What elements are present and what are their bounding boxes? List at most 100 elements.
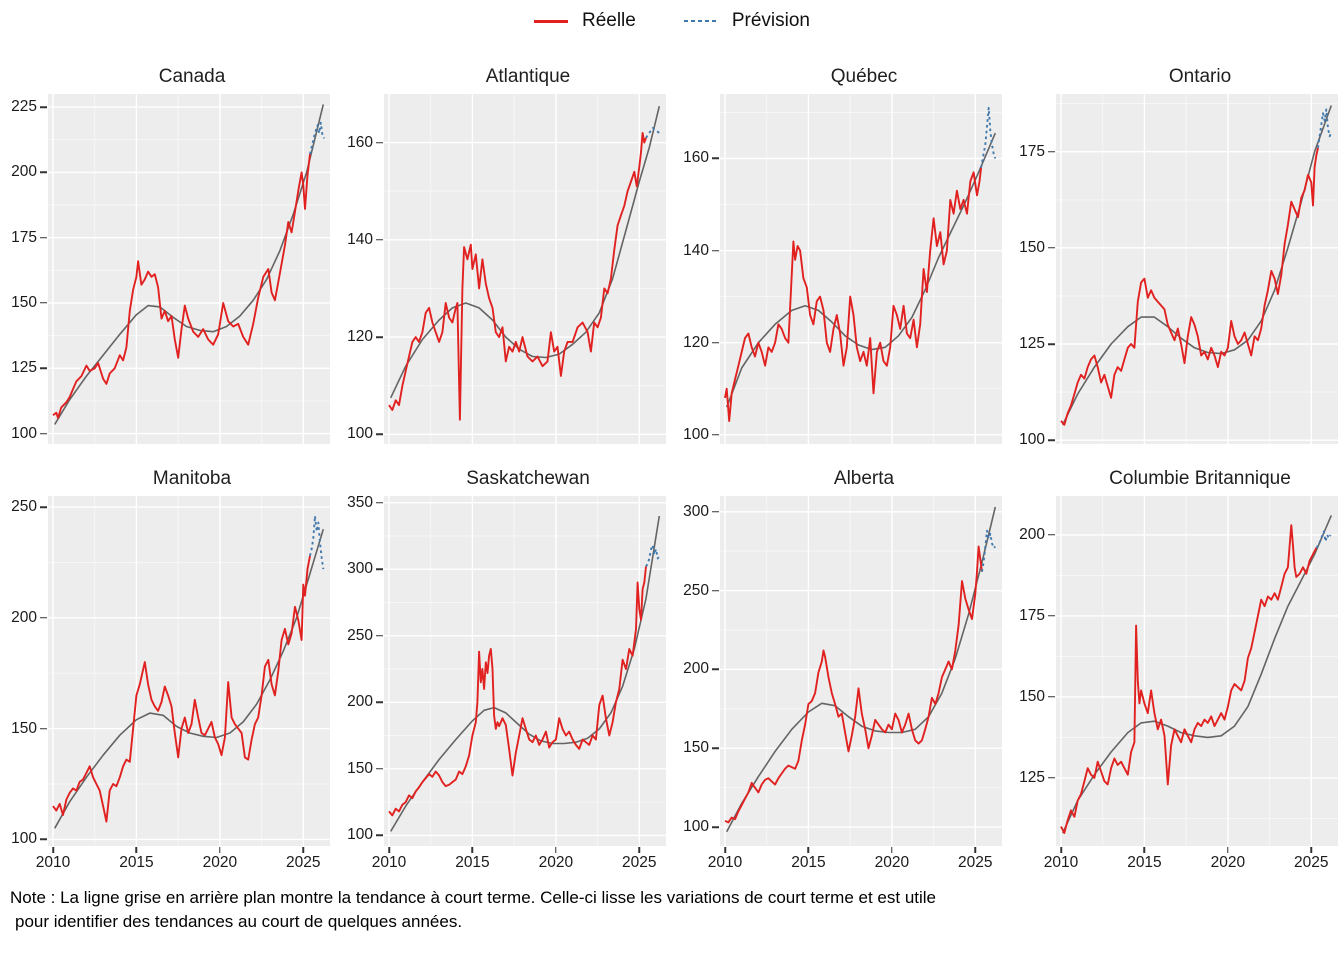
y-tick-label: 150 <box>11 719 37 737</box>
x-tick-label: 2010 <box>35 854 71 871</box>
y-tick-label: 100 <box>683 818 709 836</box>
panel-saskatchewan: Saskatchewan 100 150 200 250 300 350 2010 2015… <box>336 464 672 872</box>
panel-alberta: Alberta 100 150 200 250 300 2010 2015 2020 2025 <box>672 464 1008 872</box>
x-tick-mark <box>891 847 893 853</box>
y-tick-label: 250 <box>11 498 37 516</box>
x-tick-label: 2010 <box>1043 854 1079 871</box>
y-tick-mark <box>1048 247 1055 249</box>
plot-area <box>384 496 666 846</box>
y-tick-label: 100 <box>1019 431 1045 449</box>
x-tick-label: 2025 <box>622 854 657 871</box>
y-tick-mark <box>40 236 47 239</box>
y-tick-mark <box>376 701 383 704</box>
footnote: Note : La ligne grise en arrière plan mo… <box>10 886 1344 934</box>
chart-svg <box>720 496 1002 846</box>
y-tick-mark <box>712 589 719 592</box>
y-tick-mark <box>376 501 383 504</box>
panel-title: Saskatchewan <box>466 468 590 489</box>
facet-grid: Canada 100 125 150 175 200 225 Atlantique 100… <box>0 62 1344 872</box>
x-tick-mark <box>807 847 810 853</box>
x-tick-label: 2015 <box>1127 854 1162 871</box>
panel-title: Ontario <box>1168 66 1232 87</box>
y-tick-mark <box>40 106 47 108</box>
x-tick-mark <box>974 847 977 853</box>
y-tick-mark <box>1048 343 1055 345</box>
panel-atlantique: Atlantique 100 120 140 160 <box>336 62 672 444</box>
x-axis: 2010 2015 2020 2025 <box>36 846 330 872</box>
x-axis: 2010 2015 2020 2025 <box>1044 846 1338 872</box>
chart-svg <box>384 94 666 444</box>
panel-body: 100 150 200 250 <box>0 496 336 847</box>
x-tick-label: 2025 <box>286 854 321 871</box>
panel-title: Atlantique <box>485 66 571 87</box>
x-tick-label: 2010 <box>707 854 743 871</box>
y-tick-label: 100 <box>11 424 37 442</box>
y-tick-mark <box>40 506 47 508</box>
x-tick-mark <box>555 847 557 853</box>
panel-canada: Canada 100 125 150 175 200 225 <box>0 62 336 444</box>
y-tick-mark <box>40 367 47 369</box>
y-tick-mark <box>40 171 47 174</box>
y-tick-label: 120 <box>683 333 709 351</box>
y-tick-mark <box>40 617 47 619</box>
panel-body: 100 125 150 175 200 225 <box>0 94 336 444</box>
y-tick-label: 125 <box>1019 335 1045 352</box>
chart-svg <box>384 496 666 846</box>
x-tick-label: 2020 <box>874 854 910 871</box>
x-tick-mark <box>388 847 390 853</box>
y-tick-label: 140 <box>683 241 709 259</box>
y-tick-label: 125 <box>1019 768 1045 786</box>
y-axis: 100 150 200 250 <box>0 496 48 847</box>
plot-area <box>1056 94 1338 444</box>
x-tick-mark <box>135 847 138 853</box>
y-tick-label: 250 <box>683 581 709 599</box>
x-tick-label: 2020 <box>1210 854 1246 871</box>
x-tick-mark <box>1310 847 1313 853</box>
x-axis: 2010 2015 2020 2025 <box>708 846 1002 872</box>
y-tick-label: 200 <box>1019 525 1045 543</box>
y-tick-label: 175 <box>1019 142 1045 160</box>
y-tick-mark <box>40 838 47 841</box>
y-tick-label: 150 <box>347 759 373 777</box>
y-tick-label: 200 <box>11 163 37 181</box>
y-tick-mark <box>1048 534 1055 536</box>
y-tick-mark <box>376 634 383 637</box>
y-tick-mark <box>712 434 719 436</box>
y-axis: 100 120 140 160 <box>336 94 384 444</box>
x-tick-label: 2025 <box>1294 854 1329 871</box>
x-tick-label: 2020 <box>538 854 574 871</box>
y-tick-mark <box>712 157 719 160</box>
y-tick-mark <box>40 727 47 730</box>
panel-title: Alberta <box>833 468 895 489</box>
chart-svg <box>48 94 330 444</box>
plot-area <box>384 94 666 444</box>
x-tick-mark <box>724 847 726 853</box>
y-tick-mark <box>376 568 383 570</box>
legend-label-prevision: Prévision <box>731 10 811 31</box>
reelle-line-swatch <box>533 19 568 23</box>
panel-body: 100 150 200 250 300 350 <box>336 494 672 846</box>
y-tick-mark <box>712 511 719 513</box>
chart-svg <box>48 496 330 846</box>
panel-body: 100 125 150 175 <box>1008 94 1344 448</box>
y-tick-label: 225 <box>11 98 37 116</box>
x-tick-mark <box>219 847 221 853</box>
x-tick-mark <box>52 847 54 853</box>
x-tick-mark <box>1060 847 1062 853</box>
y-tick-label: 120 <box>347 328 373 346</box>
chart-svg <box>1056 94 1338 444</box>
y-tick-mark <box>376 433 383 436</box>
panel-title: Manitoba <box>152 468 232 489</box>
y-tick-mark <box>712 747 719 749</box>
y-tick-label: 160 <box>347 133 373 151</box>
y-axis: 100 150 200 250 300 <box>672 496 720 846</box>
y-tick-mark <box>1048 150 1055 153</box>
chart-svg <box>1056 496 1338 846</box>
panel-title: Canada <box>158 66 226 87</box>
y-tick-label: 150 <box>1019 238 1045 256</box>
x-tick-mark <box>1227 847 1229 853</box>
plot-area <box>48 94 330 444</box>
panel-ontario: Ontario 100 125 150 175 <box>1008 62 1344 448</box>
y-axis: 125 150 175 200 <box>1008 496 1056 846</box>
y-tick-mark <box>1048 615 1055 617</box>
